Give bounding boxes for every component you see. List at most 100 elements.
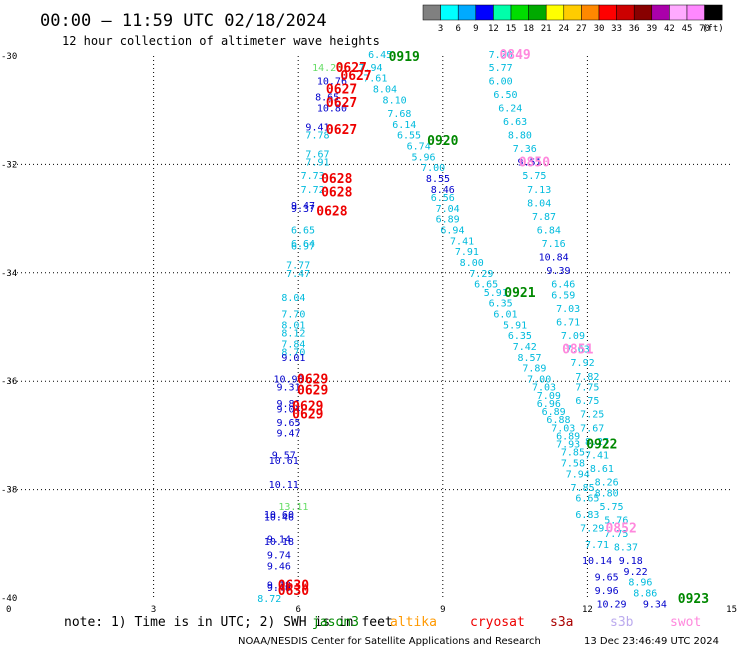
wave-height-value: 9.57 <box>272 450 296 461</box>
colorbar-legend: 3 6 9 12 15 18 21 24 27 30 33 36 39 42 45 70 <box>422 4 723 34</box>
footer-credit: NOAA/NESDIS Center for Satellite Applica… <box>238 636 541 647</box>
wave-height-value: 7.77 <box>286 261 310 272</box>
time-labels: 0627062706270627062706280628062806290629… <box>278 48 709 607</box>
wave-height-value: 8.72 <box>257 594 281 605</box>
wave-height-value: 7.67 <box>580 423 604 434</box>
wave-height-value: 9.74 <box>267 551 291 562</box>
wave-height-value: 8.57 <box>518 353 542 364</box>
colorbar-swatch <box>651 4 670 21</box>
wave-height-value: 10.14 <box>582 556 612 567</box>
wave-height-value: 8.04 <box>527 198 551 209</box>
wave-height-value: 6.65 <box>575 494 599 505</box>
pass-time-label: 0922 <box>586 438 617 453</box>
colorbar-label: 42 <box>664 24 675 34</box>
wave-height-value: 9.47 <box>277 429 301 440</box>
wave-height-value: 6.89 <box>436 215 460 226</box>
colorbar-swatch <box>598 4 617 21</box>
wave-height-value: 7.75 <box>575 383 599 394</box>
wave-height-value: 7.67 <box>305 150 329 161</box>
pass-time-label: 0629 <box>297 372 328 387</box>
wave-height-value: 8.80 <box>508 131 532 142</box>
colorbar-label: 45 <box>682 24 693 34</box>
wave-height-value: 9.22 <box>624 567 648 578</box>
wave-height-value: 6.84 <box>537 225 561 236</box>
wave-height-value: 6.45 <box>368 50 392 61</box>
wave-height-value: 6.50 <box>493 90 517 101</box>
wave-height-value: 9.51 <box>518 158 542 169</box>
legend-swot: swot <box>670 615 701 630</box>
wave-height-value: 13.11 <box>278 502 308 513</box>
wave-height-value: 7.29 <box>580 524 604 535</box>
wave-height-value: 7.82 <box>575 372 599 383</box>
wave-height-value: 9.47 <box>291 201 315 212</box>
wave-height-value: 5.77 <box>489 63 513 74</box>
wave-height-value: 10.84 <box>539 253 569 264</box>
wave-height-value: 7.13 <box>527 185 551 196</box>
legend-cryosat: cryosat <box>470 615 525 630</box>
pass-time-label: 0627 <box>336 61 367 76</box>
chart-subtitle: 12 hour collection of altimeter wave hei… <box>62 34 380 48</box>
wave-height-value: 7.41 <box>450 236 474 247</box>
wave-height-value: 9.14 <box>267 534 291 545</box>
wave-height-value: 10.18 <box>264 537 294 548</box>
wave-height-value: 7.84 <box>281 339 305 350</box>
wave-height-value: 7.03 <box>551 423 575 434</box>
chart-title: 00:00 — 11:59 UTC 02/18/2024 <box>40 11 327 31</box>
wave-height-value: 5.91 <box>503 320 527 331</box>
colorbar-label: 6 <box>455 24 460 34</box>
colorbar-label: 9 <box>473 24 478 34</box>
wave-height-value: 10.61 <box>269 456 299 467</box>
wave-height-value: 7.29 <box>469 269 493 280</box>
wave-height-value: 8.37 <box>614 543 638 554</box>
colorbar-swatch <box>545 4 565 21</box>
wave-height-value: 7.71 <box>585 540 609 551</box>
axis-ticks: 0 3 6 9 12 15 -30 -32 -34 -36 -38 -40 <box>1 52 737 615</box>
wave-height-value: 7.92 <box>571 358 595 369</box>
wave-height-value: 9.31 <box>277 383 301 394</box>
wave-height-value: 6.89 <box>542 407 566 418</box>
colorbar-swatch <box>422 4 441 21</box>
wave-height-value: 8.10 <box>383 95 407 106</box>
wave-height-value: 8.01 <box>281 320 305 331</box>
colorbar-swatch <box>563 4 582 21</box>
pass-time-label: 0921 <box>504 286 535 301</box>
wave-height-value: 8.96 <box>628 578 652 589</box>
colorbar-swatch <box>581 4 600 21</box>
x-tick-label: 15 <box>726 605 737 615</box>
wave-height-value: 5.96 <box>411 152 435 163</box>
wave-height-value: 6.35 <box>489 299 513 310</box>
pass-time-label: 0629 <box>297 383 328 398</box>
wave-height-value: 6.00 <box>489 76 513 87</box>
x-tick-label: 3 <box>151 605 156 615</box>
wave-height-value: 9.37 <box>291 204 315 215</box>
pass-time-label: 0919 <box>389 50 420 65</box>
colorbar-label: 36 <box>629 24 640 34</box>
y-tick-label: -30 <box>1 52 17 62</box>
wave-height-value: 8.46 <box>431 185 455 196</box>
legend-jason3: jason3 <box>312 615 359 630</box>
colorbar-label: 33 <box>611 24 622 34</box>
wave-height-value: 9.18 <box>619 556 643 567</box>
colorbar-swatch <box>686 4 705 21</box>
colorbar-label: 3 <box>438 24 443 34</box>
wave-height-value: 6.89 <box>556 431 580 442</box>
wave-height-value: 7.91 <box>305 158 329 169</box>
wave-height-value: 6.56 <box>431 193 455 204</box>
wave-height-value: 6.94 <box>440 225 464 236</box>
wave-height-value: 6.35 <box>508 331 532 342</box>
wave-height-value: 8.86 <box>633 589 657 600</box>
colorbar-swatch <box>457 4 477 21</box>
wave-height-value: 8.65 <box>315 93 339 104</box>
colorbar-swatch <box>528 4 547 21</box>
pass-time-label: 0627 <box>340 69 371 84</box>
wave-height-value: 9.65 <box>277 418 301 429</box>
x-tick-label: 0 <box>6 605 11 615</box>
wave-height-value: 5.75 <box>522 171 546 182</box>
wave-height-value: 6.59 <box>551 290 575 301</box>
wave-height-value: 6.24 <box>498 103 522 114</box>
wave-height-value: 10.76 <box>317 76 347 87</box>
wave-height-value: 7.68 <box>387 109 411 120</box>
colorbar-label: 15 <box>506 24 517 34</box>
x-tick-label: 9 <box>440 605 445 615</box>
